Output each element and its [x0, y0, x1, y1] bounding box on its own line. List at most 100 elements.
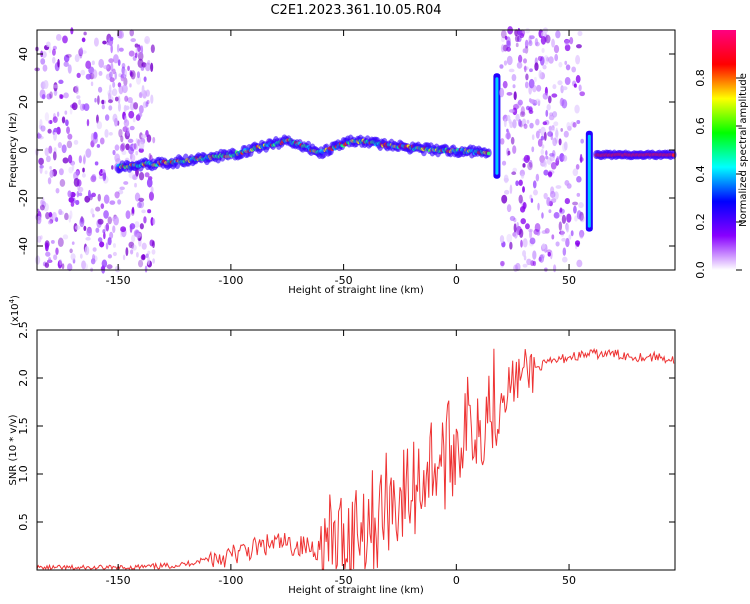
noise-blob — [114, 191, 120, 199]
noise-blob — [543, 169, 549, 176]
noise-blob — [564, 39, 570, 46]
noise-blob — [35, 255, 41, 265]
noise-blob — [131, 244, 137, 251]
noise-blob — [57, 260, 63, 269]
noise-blob — [120, 226, 127, 233]
noise-blob — [123, 119, 130, 127]
noise-blob — [92, 69, 98, 79]
noise-blob — [555, 241, 560, 247]
noise-blob — [103, 232, 106, 240]
noise-blob — [532, 85, 537, 93]
noise-blob — [576, 176, 582, 183]
noise-blob — [551, 38, 555, 48]
noise-blob — [121, 62, 126, 69]
noise-blob — [47, 177, 52, 185]
noise-blob — [515, 42, 519, 48]
noise-blob — [515, 180, 519, 187]
noise-blob — [130, 38, 136, 43]
noise-blob — [147, 209, 152, 214]
noise-blob — [130, 249, 134, 255]
noise-blob — [579, 232, 584, 239]
noise-blob — [129, 71, 134, 78]
noise-blob — [512, 119, 517, 129]
noise-blob — [81, 173, 86, 178]
noise-blob — [49, 165, 52, 170]
noise-blob — [537, 55, 543, 62]
noise-blob — [79, 217, 85, 228]
noise-blob — [42, 64, 48, 72]
y-tick-label: -40 — [17, 237, 30, 255]
noise-blob — [503, 177, 509, 183]
noise-blob — [94, 97, 97, 103]
noise-blob — [567, 125, 572, 131]
noise-blob — [65, 119, 69, 127]
noise-blob — [538, 69, 543, 79]
noise-blob — [144, 172, 150, 178]
noise-blob — [118, 30, 124, 39]
noise-blob — [50, 239, 55, 244]
noise-blob — [74, 54, 80, 63]
noise-blob — [508, 119, 512, 125]
noise-blob — [76, 72, 81, 78]
noise-blob — [70, 27, 74, 35]
noise-blob — [143, 76, 147, 82]
noise-blob — [117, 199, 122, 205]
noise-blob — [136, 75, 142, 85]
spectrogram-y-label: Frequency (Hz) — [8, 112, 19, 188]
noise-blob — [91, 60, 95, 66]
noise-blob — [555, 30, 561, 39]
noise-blob — [77, 186, 84, 193]
noise-blob — [575, 75, 581, 84]
noise-blob — [86, 119, 90, 127]
noise-blob — [79, 47, 84, 56]
noise-blob — [94, 161, 99, 166]
noise-blob — [513, 91, 517, 101]
noise-blob — [118, 73, 123, 78]
noise-blob — [107, 216, 113, 225]
noise-blob — [543, 131, 547, 141]
noise-blob — [90, 208, 94, 215]
noise-blob — [519, 206, 526, 213]
noise-blob — [550, 198, 557, 204]
noise-blob — [40, 125, 46, 132]
y-tick-label: 1.0 — [17, 465, 30, 483]
noise-blob — [97, 237, 103, 243]
noise-blob — [140, 45, 144, 55]
noise-blob — [97, 86, 103, 93]
y-tick-label: 40 — [17, 47, 30, 61]
noise-blob — [136, 251, 139, 258]
noise-blob — [528, 34, 532, 45]
noise-blob — [512, 107, 518, 116]
noise-blob — [65, 53, 72, 58]
noise-blob — [83, 31, 87, 36]
noise-blob — [105, 73, 112, 80]
noise-blob — [145, 101, 149, 108]
noise-blob — [128, 171, 134, 179]
spike-core — [587, 134, 591, 228]
noise-blob — [546, 157, 552, 165]
noise-blob — [127, 138, 134, 144]
noise-blob — [52, 151, 57, 161]
noise-blob — [85, 60, 92, 70]
noise-blob — [520, 106, 525, 116]
noise-blob — [105, 222, 110, 232]
noise-blob — [540, 148, 545, 156]
noise-blob — [131, 174, 138, 181]
snr-multiplier: (x104) — [8, 295, 21, 326]
noise-blob — [520, 173, 525, 179]
noise-blob — [83, 103, 90, 112]
noise-blob — [110, 44, 113, 54]
noise-blob — [543, 192, 548, 200]
noise-blob — [568, 234, 572, 240]
noise-blob — [506, 91, 513, 96]
noise-blob — [121, 150, 127, 156]
noise-blob — [578, 84, 582, 92]
noise-blob — [92, 213, 95, 218]
noise-blob — [90, 81, 94, 87]
noise-blob — [524, 81, 529, 89]
noise-blob — [56, 33, 62, 41]
colorbar-tick-label: 0.4 — [694, 165, 707, 183]
x-tick-label: 0 — [453, 574, 460, 587]
noise-blob — [101, 259, 108, 268]
colorbar-tick-label: 0.2 — [694, 213, 707, 231]
